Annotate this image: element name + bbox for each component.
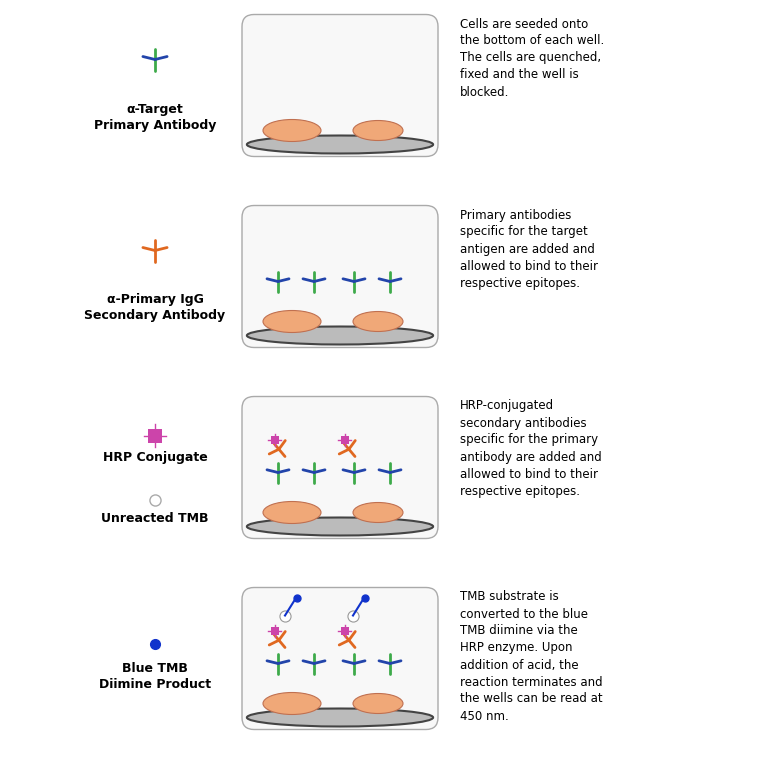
Ellipse shape [353, 503, 403, 523]
Ellipse shape [353, 312, 403, 332]
Ellipse shape [247, 708, 433, 727]
Text: α-Target
Primary Antibody: α-Target Primary Antibody [94, 102, 216, 131]
Text: TMB substrate is
converted to the blue
TMB diimine via the
HRP enzyme. Upon
addi: TMB substrate is converted to the blue T… [460, 591, 603, 723]
FancyBboxPatch shape [242, 206, 438, 348]
Text: α-Primary IgG
Secondary Antibody: α-Primary IgG Secondary Antibody [85, 293, 225, 322]
Text: Blue TMB
Diimine Product: Blue TMB Diimine Product [99, 662, 211, 691]
Ellipse shape [247, 326, 433, 345]
Text: Unreacted TMB: Unreacted TMB [102, 512, 209, 525]
FancyBboxPatch shape [242, 397, 438, 539]
Ellipse shape [263, 692, 321, 714]
Ellipse shape [247, 135, 433, 154]
Ellipse shape [353, 694, 403, 714]
Polygon shape [341, 627, 349, 635]
FancyBboxPatch shape [242, 588, 438, 730]
Text: HRP-conjugated
secondary antibodies
specific for the primary
antibody are added : HRP-conjugated secondary antibodies spec… [460, 400, 602, 497]
Ellipse shape [263, 119, 321, 141]
Polygon shape [270, 436, 279, 444]
Text: Cells are seeded onto
the bottom of each well.
The cells are quenched,
fixed and: Cells are seeded onto the bottom of each… [460, 18, 604, 99]
Ellipse shape [247, 517, 433, 536]
Text: HRP Conjugate: HRP Conjugate [102, 451, 207, 464]
Ellipse shape [263, 501, 321, 523]
Polygon shape [270, 627, 279, 635]
Polygon shape [341, 436, 349, 444]
Polygon shape [148, 429, 162, 442]
Ellipse shape [263, 310, 321, 332]
Ellipse shape [353, 121, 403, 141]
Text: Primary antibodies
specific for the target
antigen are added and
allowed to bind: Primary antibodies specific for the targ… [460, 209, 598, 290]
FancyBboxPatch shape [242, 15, 438, 157]
